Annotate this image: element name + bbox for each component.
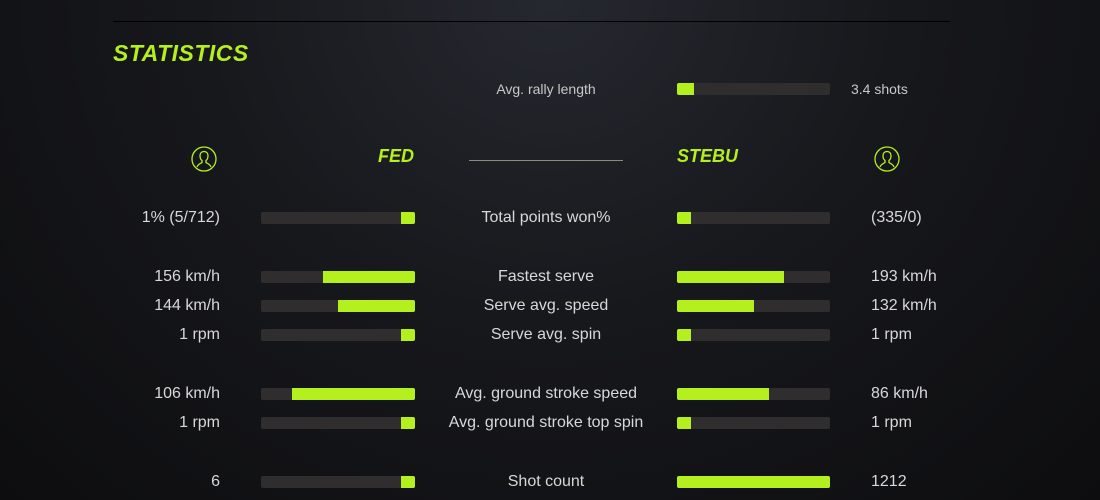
- stat-row: 1 rpm Serve avg. spin 1 rpm: [0, 325, 1100, 345]
- right-value: 1 rpm: [871, 326, 912, 343]
- right-bar: [677, 476, 830, 488]
- rally-value: 3.4 shots: [851, 81, 908, 97]
- bar-fill: [401, 476, 415, 488]
- right-bar: [677, 212, 830, 224]
- right-bar: [677, 271, 830, 283]
- user-circle-icon: [874, 146, 900, 172]
- left-bar: [261, 300, 415, 312]
- right-bar: [677, 300, 830, 312]
- bar-fill: [291, 388, 415, 400]
- page-title: STATISTICS: [113, 40, 249, 66]
- bar-fill: [677, 417, 691, 429]
- left-bar: [261, 212, 415, 224]
- header-divider: [469, 160, 623, 161]
- stat-label: Fastest serve: [497, 268, 595, 285]
- left-value: 156 km/h: [154, 268, 220, 285]
- right-value: 1 rpm: [871, 414, 912, 431]
- stat-row: 6 Shot count 1212: [0, 472, 1100, 492]
- right-bar: [677, 388, 830, 400]
- left-bar: [261, 388, 415, 400]
- stat-row: 1% (5/712) Total points won% (335/0): [0, 208, 1100, 228]
- rally-bar: [677, 83, 830, 95]
- stat-label: Shot count: [507, 473, 585, 490]
- stat-row: 106 km/h Avg. ground stroke speed 86 km/…: [0, 384, 1100, 404]
- stat-row: 144 km/h Serve avg. speed 132 km/h: [0, 296, 1100, 316]
- stat-label: Avg. rally length: [496, 81, 596, 97]
- left-bar: [261, 417, 415, 429]
- rally-row: Avg. rally length 3.4 shots: [0, 79, 1100, 99]
- right-value: 132 km/h: [871, 297, 937, 314]
- left-bar: [261, 271, 415, 283]
- bar-fill: [677, 329, 691, 341]
- bar-fill: [677, 388, 769, 400]
- stat-label: Serve avg. spin: [490, 326, 602, 343]
- bar-fill: [677, 271, 785, 283]
- right-value: (335/0): [871, 209, 922, 226]
- left-value: 1 rpm: [179, 414, 220, 431]
- bar-fill: [401, 417, 415, 429]
- bar-fill: [677, 83, 694, 95]
- left-bar: [261, 476, 415, 488]
- player-right-name: STEBU: [677, 146, 739, 166]
- stat-label: Serve avg. speed: [483, 297, 609, 314]
- bar-fill: [677, 476, 830, 488]
- right-bar: [677, 329, 830, 341]
- right-bar: [677, 417, 830, 429]
- stat-row: 156 km/h Fastest serve 193 km/h: [0, 267, 1100, 287]
- left-value: 1 rpm: [179, 326, 220, 343]
- top-divider: [113, 21, 950, 22]
- bar-fill: [677, 300, 754, 312]
- stat-label: Avg. ground stroke top spin: [448, 414, 644, 431]
- left-value: 6: [211, 473, 220, 490]
- stat-label: Avg. ground stroke speed: [454, 385, 638, 402]
- user-circle-icon: [191, 146, 217, 172]
- bar-fill: [322, 271, 415, 283]
- left-bar: [261, 329, 415, 341]
- player-left-name: FED: [378, 146, 414, 166]
- stat-label: Total points won%: [481, 209, 611, 226]
- left-value: 106 km/h: [154, 385, 220, 402]
- bar-fill: [338, 300, 415, 312]
- stat-row: 1 rpm Avg. ground stroke top spin 1 rpm: [0, 413, 1100, 433]
- right-value: 1212: [871, 473, 907, 490]
- right-value: 86 km/h: [871, 385, 928, 402]
- left-value: 1% (5/712): [141, 209, 220, 226]
- left-value: 144 km/h: [154, 297, 220, 314]
- right-value: 193 km/h: [871, 268, 937, 285]
- bar-fill: [401, 329, 415, 341]
- bar-fill: [677, 212, 691, 224]
- bar-fill: [401, 212, 415, 224]
